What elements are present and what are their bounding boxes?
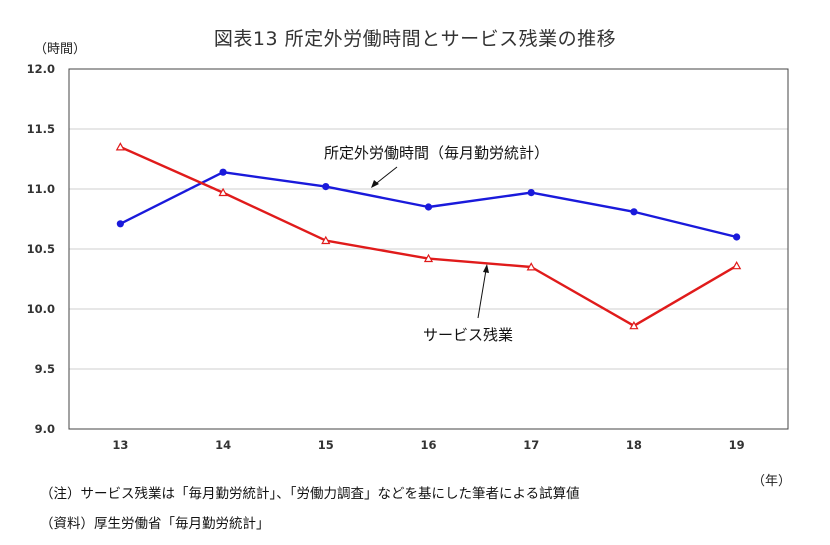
data-point (630, 208, 638, 216)
source-note: （資料）厚生労働省「毎月勤労統計」 (40, 516, 270, 532)
arrow-head-service-overtime (483, 264, 489, 273)
data-point (115, 142, 125, 151)
data-point (219, 168, 227, 176)
y-tick-label: 9.0 (35, 422, 55, 436)
data-point (629, 320, 639, 330)
annotation-arrow-service-overtime (477, 269, 487, 319)
data-point (321, 235, 331, 245)
data-point (116, 220, 124, 228)
data-point (733, 233, 741, 241)
plot-area-border (68, 68, 789, 430)
y-tick-label: 9.5 (35, 362, 55, 376)
arrow-head-overtime (371, 180, 379, 188)
data-point (732, 260, 742, 270)
series-label-service-overtime: サービス残業 (423, 326, 513, 344)
series-group (115, 142, 742, 330)
x-tick-label: 15 (318, 438, 334, 452)
y-tick-label: 10.5 (27, 242, 55, 256)
y-tick-label: 10.0 (27, 302, 55, 316)
y-tick-label: 12.0 (27, 62, 55, 76)
chart-title: 図表13 所定外労働時間とサービス残業の推移 (213, 28, 617, 50)
y-axis-ticks: 12.0 11.5 11.0 10.5 10.0 9.5 9.0 (27, 62, 55, 436)
x-tick-label: 13 (112, 438, 128, 452)
x-tick-label: 17 (523, 438, 539, 452)
x-axis-ticks: 13 14 15 16 17 18 19 (112, 438, 744, 452)
y-axis-unit: （時間） (34, 42, 87, 57)
x-tick-label: 18 (626, 438, 642, 452)
footnote: （注）サービス残業は「毎月勤労統計」、「労働力調査」などを基にした筆者による試算… (40, 486, 580, 502)
x-tick-label: 16 (420, 438, 436, 452)
data-point (218, 187, 228, 197)
x-axis-unit: （年） (752, 474, 792, 489)
series-label-overtime: 所定外労働時間（毎月勤労統計） (324, 144, 549, 162)
data-point (423, 253, 434, 263)
y-tick-label: 11.0 (27, 182, 55, 196)
data-point (527, 189, 535, 197)
y-tick-label: 11.5 (27, 122, 55, 136)
data-point (424, 203, 433, 211)
x-tick-label: 14 (215, 438, 231, 452)
data-point (526, 262, 536, 271)
series-line-1 (119, 145, 738, 327)
data-point (322, 183, 330, 191)
x-tick-label: 19 (729, 438, 745, 452)
